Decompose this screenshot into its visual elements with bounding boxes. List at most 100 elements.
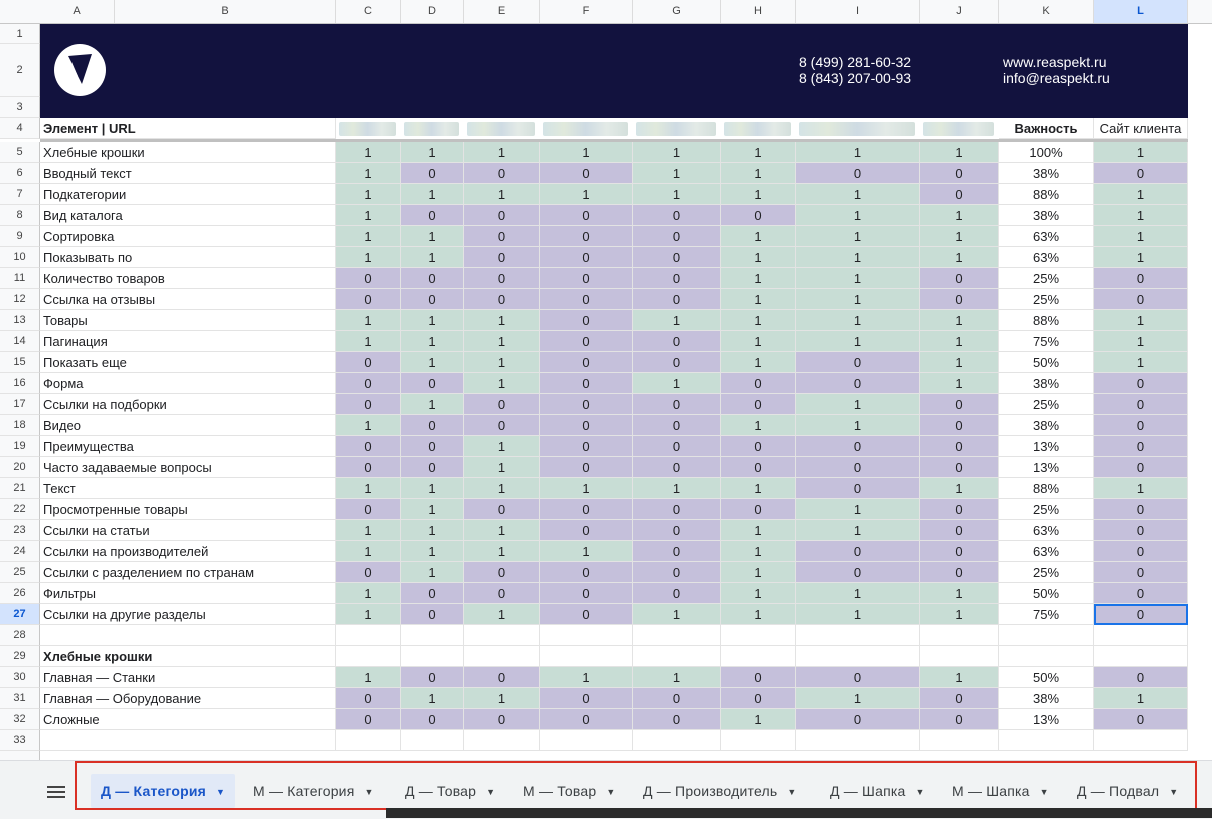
data-cell[interactable]: 0 xyxy=(721,499,796,520)
data-cell[interactable]: 1 xyxy=(336,478,401,499)
client-cell[interactable]: 0 xyxy=(1094,436,1188,457)
row-label[interactable]: Ссылки на подборки xyxy=(40,394,336,415)
data-cell[interactable]: 1 xyxy=(796,499,920,520)
data-cell[interactable]: 1 xyxy=(796,142,920,163)
column-header-e[interactable]: E xyxy=(464,0,540,23)
data-cell[interactable]: 0 xyxy=(633,583,721,604)
sheet-tab[interactable]: М — Категория ▼ xyxy=(243,774,384,808)
importance-cell[interactable]: 50% xyxy=(999,667,1094,688)
importance-cell[interactable]: 88% xyxy=(999,310,1094,331)
data-cell[interactable]: 1 xyxy=(721,520,796,541)
client-cell[interactable]: 1 xyxy=(1094,205,1188,226)
data-cell[interactable]: 1 xyxy=(464,520,540,541)
row-header-1[interactable]: 1 xyxy=(0,24,40,44)
data-cell[interactable]: 0 xyxy=(336,562,401,583)
data-cell[interactable]: 0 xyxy=(464,289,540,310)
data-cell[interactable]: 1 xyxy=(401,562,464,583)
empty-cell[interactable] xyxy=(721,730,796,751)
data-cell[interactable]: 1 xyxy=(920,478,999,499)
data-cell[interactable]: 1 xyxy=(633,310,721,331)
importance-cell[interactable]: 63% xyxy=(999,520,1094,541)
data-cell[interactable]: 1 xyxy=(464,331,540,352)
data-cell[interactable]: 1 xyxy=(721,415,796,436)
importance-cell[interactable]: 88% xyxy=(999,184,1094,205)
importance-cell[interactable]: 100% xyxy=(999,142,1094,163)
data-cell[interactable]: 1 xyxy=(336,331,401,352)
tab-dropdown-icon[interactable]: ▼ xyxy=(606,787,616,798)
label-column-header[interactable]: Элемент | URL xyxy=(40,118,336,139)
row-label[interactable]: Ссылки на другие разделы xyxy=(40,604,336,625)
importance-cell[interactable]: 50% xyxy=(999,583,1094,604)
data-cell[interactable]: 1 xyxy=(336,604,401,625)
data-cell[interactable]: 1 xyxy=(401,331,464,352)
data-cell[interactable]: 0 xyxy=(540,583,633,604)
importance-cell[interactable]: 38% xyxy=(999,415,1094,436)
empty-cell[interactable] xyxy=(1094,730,1188,751)
data-cell[interactable]: 1 xyxy=(540,541,633,562)
data-cell[interactable]: 1 xyxy=(721,562,796,583)
data-cell[interactable]: 0 xyxy=(633,268,721,289)
data-cell[interactable]: 0 xyxy=(633,520,721,541)
client-cell[interactable]: 1 xyxy=(1094,226,1188,247)
tab-dropdown-icon[interactable]: ▼ xyxy=(486,787,496,798)
row-header-33[interactable]: 33 xyxy=(0,730,40,751)
row-header-32[interactable]: 32 xyxy=(0,709,40,730)
data-cell[interactable]: 1 xyxy=(920,352,999,373)
data-cell[interactable]: 0 xyxy=(920,541,999,562)
client-cell[interactable]: 0 xyxy=(1094,562,1188,583)
data-cell[interactable]: 0 xyxy=(540,499,633,520)
importance-cell[interactable]: 75% xyxy=(999,604,1094,625)
data-cell[interactable]: 0 xyxy=(920,499,999,520)
data-cell[interactable]: 0 xyxy=(401,205,464,226)
row-header-23[interactable]: 23 xyxy=(0,520,40,541)
row-header-13[interactable]: 13 xyxy=(0,310,40,331)
data-cell[interactable]: 0 xyxy=(464,499,540,520)
empty-cell[interactable] xyxy=(1094,646,1188,667)
data-cell[interactable]: 1 xyxy=(721,604,796,625)
row-header-16[interactable]: 16 xyxy=(0,373,40,394)
client-site-header[interactable]: Сайт клиента xyxy=(1094,118,1188,139)
empty-cell[interactable] xyxy=(633,646,721,667)
row-label[interactable]: Вид каталога xyxy=(40,205,336,226)
data-cell[interactable]: 0 xyxy=(540,604,633,625)
data-cell[interactable]: 1 xyxy=(633,604,721,625)
data-cell[interactable]: 1 xyxy=(336,184,401,205)
importance-cell[interactable]: 63% xyxy=(999,226,1094,247)
data-cell[interactable]: 1 xyxy=(464,541,540,562)
data-cell[interactable]: 0 xyxy=(920,520,999,541)
row-header-7[interactable]: 7 xyxy=(0,184,40,205)
data-cell[interactable]: 1 xyxy=(796,226,920,247)
row-label[interactable]: Видео xyxy=(40,415,336,436)
client-cell[interactable]: 1 xyxy=(1094,352,1188,373)
empty-cell[interactable] xyxy=(464,646,540,667)
data-cell[interactable]: 0 xyxy=(401,436,464,457)
empty-cell[interactable] xyxy=(40,730,336,751)
data-cell[interactable]: 0 xyxy=(796,709,920,730)
row-header-18[interactable]: 18 xyxy=(0,415,40,436)
importance-cell[interactable]: 75% xyxy=(999,331,1094,352)
data-cell[interactable]: 0 xyxy=(796,436,920,457)
data-cell[interactable]: 1 xyxy=(336,667,401,688)
data-cell[interactable]: 1 xyxy=(401,478,464,499)
data-cell[interactable]: 1 xyxy=(796,415,920,436)
data-cell[interactable]: 1 xyxy=(633,142,721,163)
data-cell[interactable]: 1 xyxy=(721,310,796,331)
data-cell[interactable]: 0 xyxy=(920,562,999,583)
column-header-c[interactable]: C xyxy=(336,0,401,23)
importance-cell[interactable]: 38% xyxy=(999,163,1094,184)
data-cell[interactable]: 1 xyxy=(920,583,999,604)
row-label[interactable]: Ссылки на статьи xyxy=(40,520,336,541)
client-cell[interactable]: 0 xyxy=(1094,667,1188,688)
client-cell[interactable]: 1 xyxy=(1094,478,1188,499)
row-label[interactable]: Сортировка xyxy=(40,226,336,247)
data-cell[interactable]: 1 xyxy=(540,142,633,163)
row-header-29[interactable]: 29 xyxy=(0,646,40,667)
data-cell[interactable]: 1 xyxy=(920,604,999,625)
data-cell[interactable]: 0 xyxy=(920,688,999,709)
empty-cell[interactable] xyxy=(401,730,464,751)
data-cell[interactable]: 0 xyxy=(401,289,464,310)
importance-cell[interactable]: 13% xyxy=(999,457,1094,478)
data-cell[interactable]: 0 xyxy=(721,457,796,478)
data-cell[interactable]: 0 xyxy=(540,688,633,709)
row-label[interactable]: Главная — Оборудование xyxy=(40,688,336,709)
